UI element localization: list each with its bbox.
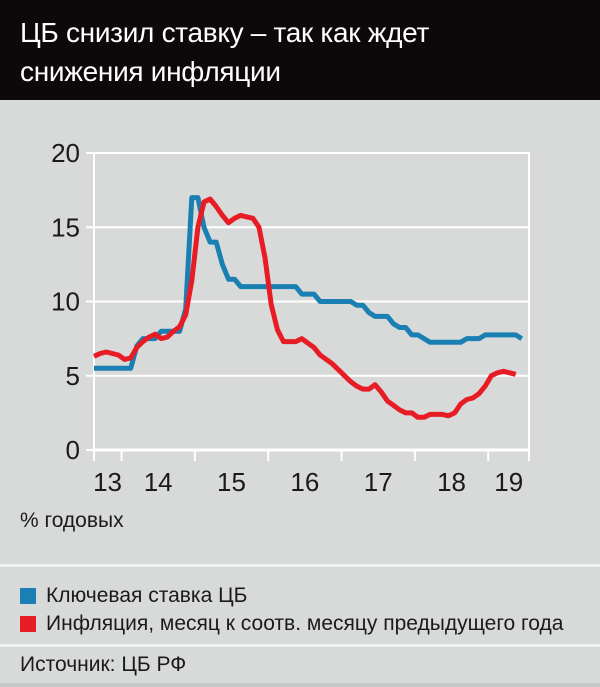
divider	[0, 564, 600, 567]
chart-title-line-1: ЦБ снизил ставку – так как ждет	[20, 17, 430, 48]
inflation-swatch-icon	[20, 616, 36, 632]
x-tick-label: 13	[93, 467, 122, 497]
header: ЦБ снизил ставку – так как ждет снижения…	[0, 0, 600, 100]
key-rate-swatch-icon	[20, 588, 36, 604]
legend-label-inflation: Инфляция, месяц к соотв. месяцу предыдущ…	[46, 612, 564, 635]
y-tick-label: 20	[51, 138, 80, 168]
chart-title-line-2: снижения инфляции	[20, 56, 281, 87]
x-tick-label: 14	[144, 467, 173, 497]
legend-item-key-rate: Ключевая ставка ЦБ	[20, 582, 563, 610]
legend: Ключевая ставка ЦБ Инфляция, месяц к соо…	[20, 582, 563, 638]
x-tick-label: 16	[290, 467, 319, 497]
y-tick-label: 5	[66, 361, 80, 391]
y-tick-label: 15	[51, 212, 80, 242]
inflation-line	[92, 196, 517, 420]
x-tick-label: 19	[494, 467, 523, 497]
legend-label-key-rate: Ключевая ставка ЦБ	[46, 584, 248, 607]
x-tick-label: 17	[364, 467, 393, 497]
y-tick-label: 0	[66, 435, 80, 465]
legend-item-inflation: Инфляция, месяц к соотв. месяцу предыдущ…	[20, 610, 563, 638]
source-label: Источник: ЦБ РФ	[20, 653, 187, 676]
bottom-edge	[0, 683, 600, 687]
y-tick-label: 10	[51, 287, 80, 317]
x-tick-label: 15	[217, 467, 246, 497]
key-rate-line	[94, 195, 524, 371]
chart-svg: 0 5 10 15 20 13 14 15 16 17 18 19	[51, 138, 530, 497]
divider	[0, 644, 600, 647]
x-tick-label: 18	[437, 467, 466, 497]
y-axis-unit-label: % годовых	[20, 509, 124, 532]
